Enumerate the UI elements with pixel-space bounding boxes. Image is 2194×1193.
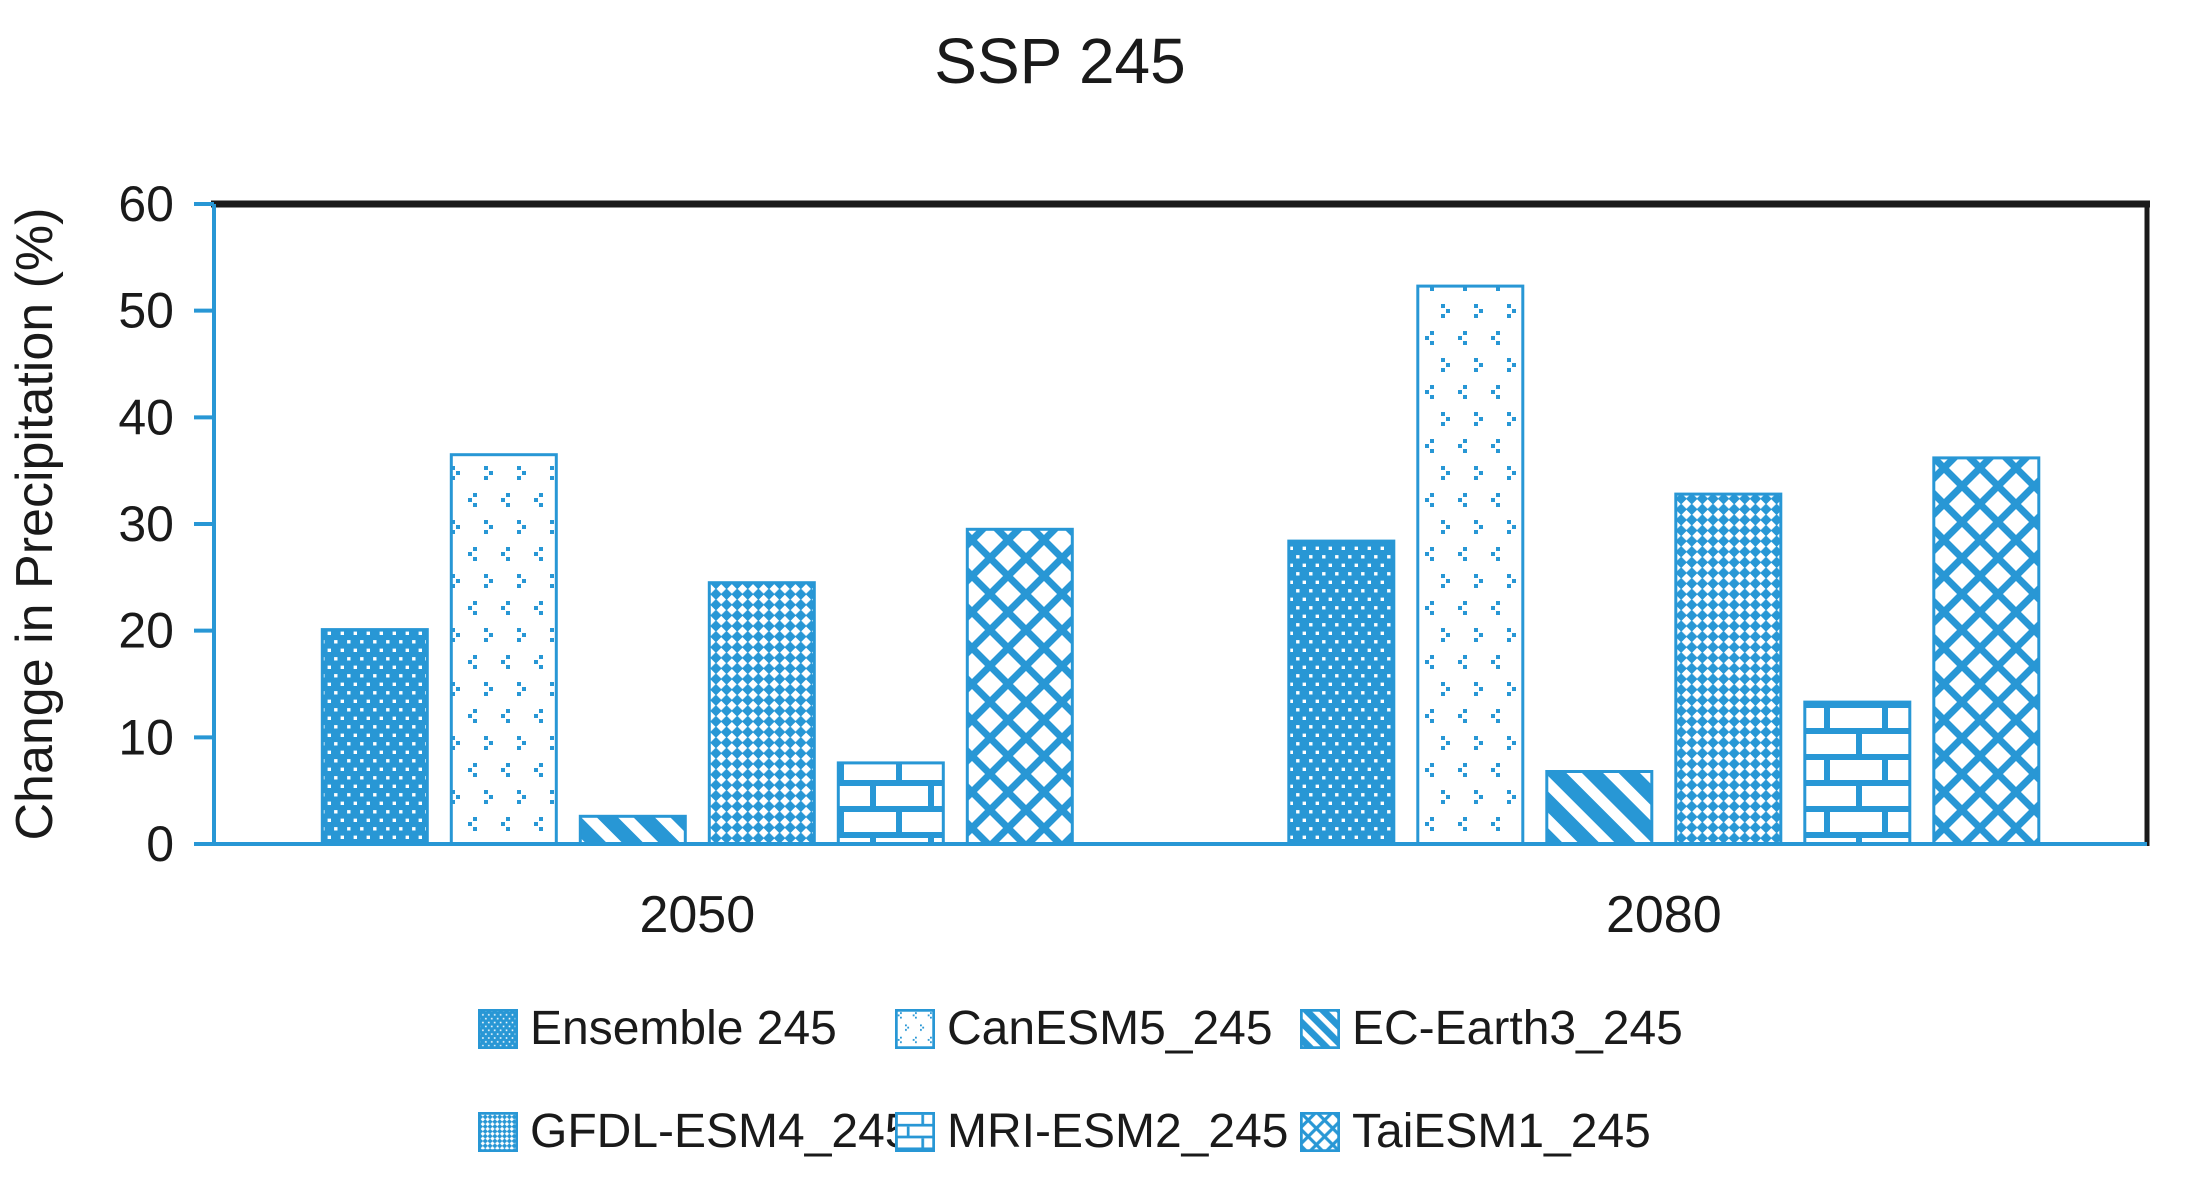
bar-ensemble-245-2080 (1287, 539, 1396, 846)
legend-item-canesm5-245: CanESM5_245 (895, 1001, 1273, 1056)
y-tick-label-10: 10 (118, 709, 174, 765)
legend-swatch-mri-esm2-245 (895, 1111, 935, 1152)
legend-label-gfdl-esm4-245: GFDL-ESM4_245 (530, 1105, 912, 1158)
legend-swatch-ensemble-245 (478, 1008, 518, 1049)
legend-label-ensemble-245: Ensemble 245 (530, 1002, 837, 1055)
y-tick-label-50: 50 (118, 283, 174, 339)
y-tick-label-60: 60 (118, 176, 174, 232)
legend-swatch-canesm5-245 (895, 1008, 935, 1049)
legend-item-ensemble-245: Ensemble 245 (478, 1001, 837, 1056)
y-tick-label-0: 0 (146, 816, 174, 872)
legend-swatch-taiesm1-245 (1300, 1111, 1340, 1152)
legend-swatch-gfdl-esm4-245 (478, 1111, 518, 1152)
bar-ensemble-245-2050 (320, 628, 429, 846)
y-tick-label-20: 20 (118, 603, 174, 659)
y-tick-label-40: 40 (118, 389, 174, 445)
x-axis-label-2050: 2050 (639, 886, 755, 944)
legend-item-gfdl-esm4-245: GFDL-ESM4_245 (478, 1104, 912, 1159)
y-tick-label-30: 30 (118, 496, 174, 552)
bar-canesm5-245-2080 (1416, 284, 1525, 846)
bar-ec-earth3-245-2080 (1545, 770, 1654, 846)
legend-label-ec-earth3-245: EC-Earth3_245 (1352, 1002, 1683, 1055)
y-axis-title: Change in Precipitation (%) (6, 208, 64, 841)
legend-item-ec-earth3-245: EC-Earth3_245 (1300, 1001, 1683, 1056)
bar-mri-esm2-245-2080 (1803, 700, 1912, 846)
legend-item-taiesm1-245: TaiESM1_245 (1300, 1104, 1651, 1159)
bar-taiesm1-245-2050 (965, 527, 1074, 846)
bar-gfdl-esm4-245-2050 (707, 581, 816, 846)
legend-label-mri-esm2-245: MRI-ESM2_245 (947, 1105, 1289, 1158)
bar-mri-esm2-245-2050 (836, 761, 945, 846)
bar-ec-earth3-245-2050 (578, 814, 687, 846)
x-axis-label-2080: 2080 (1606, 886, 1722, 944)
plot-border (211, 200, 2150, 846)
bar-canesm5-245-2050 (449, 453, 558, 846)
bar-taiesm1-245-2080 (1932, 456, 2041, 846)
bar-gfdl-esm4-245-2080 (1674, 492, 1783, 846)
legend-swatch-ec-earth3-245 (1300, 1008, 1340, 1049)
legend-label-canesm5-245: CanESM5_245 (947, 1002, 1273, 1055)
chart-title: SSP 245 (934, 25, 1186, 97)
legend-item-mri-esm2-245: MRI-ESM2_245 (895, 1104, 1288, 1159)
legend-label-taiesm1-245: TaiESM1_245 (1352, 1105, 1651, 1158)
